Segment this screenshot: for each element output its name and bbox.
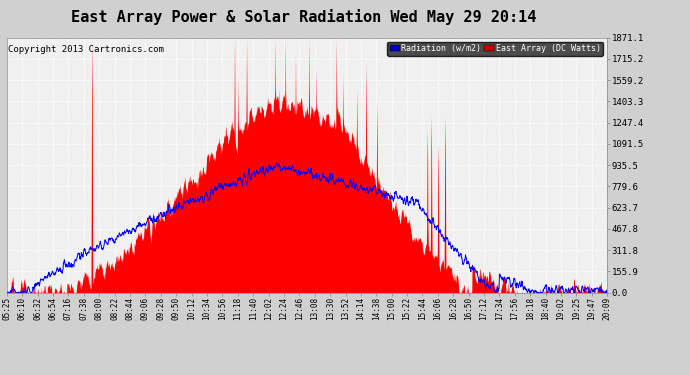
Text: East Array Power & Solar Radiation Wed May 29 20:14: East Array Power & Solar Radiation Wed M… (71, 9, 536, 26)
Text: Copyright 2013 Cartronics.com: Copyright 2013 Cartronics.com (8, 45, 164, 54)
Legend: Radiation (w/m2), East Array (DC Watts): Radiation (w/m2), East Array (DC Watts) (387, 42, 603, 56)
